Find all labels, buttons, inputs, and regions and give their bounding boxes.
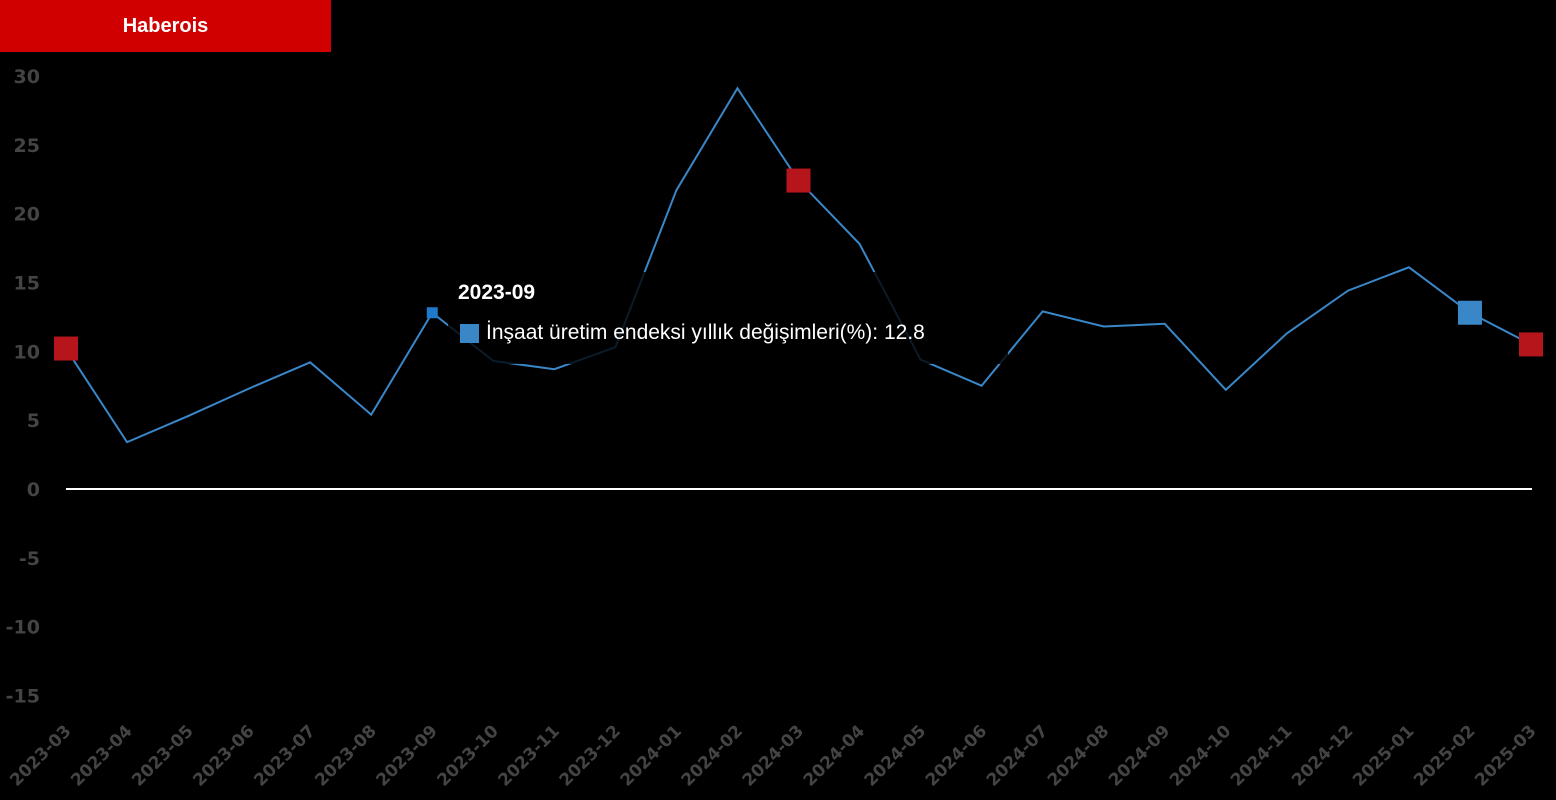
x-tick-label: 2023-10: [434, 721, 503, 790]
x-tick-label: 2023-03: [6, 721, 75, 790]
data-point-marker: [1457, 300, 1482, 325]
series-swatch-icon: [460, 323, 479, 343]
x-tick-label: 2024-10: [1166, 721, 1235, 790]
x-tick-label: 2024-12: [1288, 721, 1357, 790]
y-tick-label: -10: [6, 617, 40, 639]
y-tick-label: -15: [6, 686, 40, 708]
x-tick-label: 2024-01: [617, 721, 686, 790]
x-tick-label: 2023-11: [495, 721, 564, 790]
tooltip-row: İnşaat üretim endeksi yıllık değişimleri…: [460, 321, 925, 345]
brand-logo: Haberois: [0, 0, 331, 52]
tooltip-text: İnşaat üretim endeksi yıllık değişimleri…: [486, 321, 925, 344]
y-tick-label: 10: [14, 341, 40, 363]
y-tick-label: 0: [27, 479, 40, 501]
x-tick-label: 2025-01: [1349, 721, 1418, 790]
x-tick-label: 2024-03: [739, 721, 808, 790]
y-tick-label: -5: [19, 548, 40, 570]
y-tick-label: 15: [14, 272, 40, 294]
series-line: [65, 86, 1532, 444]
x-tick-label: 2024-04: [800, 721, 869, 790]
tooltip: 2023-09 İnşaat üretim endeksi yıllık değ…: [448, 272, 1008, 364]
x-tick-label: 2025-02: [1410, 721, 1479, 790]
x-tick-label: 2023-08: [311, 721, 380, 790]
data-point-marker: [1519, 332, 1543, 357]
y-tick-label: 30: [14, 66, 40, 88]
tooltip-title: 2023-09: [458, 281, 536, 304]
x-tick-label: 2024-09: [1105, 721, 1174, 790]
x-tick-label: 2023-12: [556, 721, 625, 790]
x-tick-label: 2024-05: [861, 721, 930, 790]
x-tick-label: 2024-02: [678, 721, 747, 790]
x-tick-label: 2023-09: [372, 721, 441, 790]
data-point-marker: [786, 168, 811, 193]
data-point-marker: [54, 336, 78, 361]
x-tick-label: 2023-05: [128, 721, 197, 790]
y-tick-label: 25: [14, 135, 40, 157]
x-tick-label: 2024-06: [922, 721, 991, 790]
x-tick-label: 2024-11: [1227, 721, 1296, 790]
x-tick-label: 2024-08: [1044, 721, 1113, 790]
x-tick-label: 2023-04: [67, 721, 136, 790]
x-tick-label: 2023-06: [189, 721, 258, 790]
y-tick-label: 20: [14, 204, 40, 226]
x-tick-label: 2023-07: [250, 721, 319, 790]
x-tick-label: 2025-03: [1471, 721, 1540, 790]
data-point-marker: [426, 307, 438, 319]
x-tick-label: 2024-07: [983, 721, 1052, 790]
y-tick-label: 5: [27, 410, 40, 432]
